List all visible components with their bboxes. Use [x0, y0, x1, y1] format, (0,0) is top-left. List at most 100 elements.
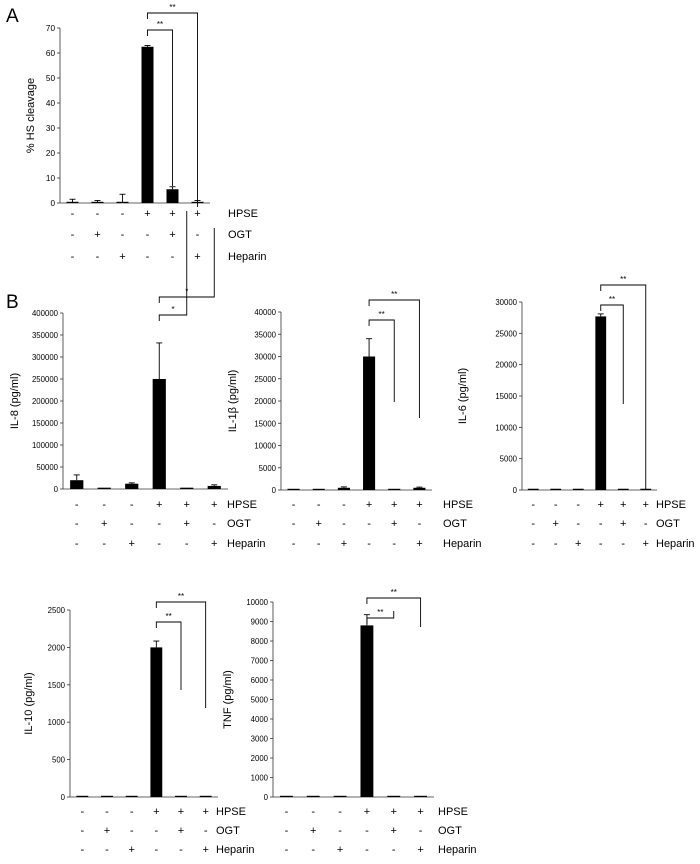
condition-sign: + — [202, 806, 208, 818]
y-tick-label: 30 — [46, 124, 56, 133]
significance-marker: ** — [166, 612, 172, 621]
condition-sign: + — [153, 806, 159, 818]
significance-bracket — [147, 29, 173, 186]
condition-sign: + — [94, 229, 100, 241]
y-tick-label: 20 — [46, 149, 56, 158]
condition-sign: + — [391, 806, 397, 818]
condition-sign: - — [157, 518, 161, 530]
condition-sign: + — [417, 844, 423, 856]
y-tick-label: 1000 — [251, 774, 269, 783]
condition-sign: - — [285, 844, 289, 856]
bar — [125, 795, 138, 797]
condition-sign: - — [621, 538, 625, 550]
significance-marker: ** — [620, 275, 626, 284]
y-axis-label: % HS cleavage — [25, 78, 37, 153]
condition-sign: + — [366, 499, 372, 511]
y-tick-label: 7000 — [251, 657, 269, 666]
bar — [595, 316, 607, 490]
condition-label-hpse: HPSE — [216, 806, 246, 818]
y-axis-label: IL-8 (pg/ml) — [9, 373, 21, 429]
bar — [125, 483, 139, 489]
bar — [333, 795, 347, 797]
significance-bracket — [158, 228, 215, 303]
bar — [97, 487, 111, 489]
condition-sign: - — [292, 538, 296, 550]
bar — [387, 795, 401, 797]
bar — [360, 625, 374, 797]
significance-marker: ** — [178, 592, 184, 601]
condition-sign: - — [367, 538, 371, 550]
bar — [101, 795, 113, 797]
y-tick-label: 5000 — [500, 455, 518, 464]
condition-sign: + — [104, 825, 110, 837]
condition-sign: - — [554, 499, 558, 511]
condition-sign: + — [553, 518, 559, 530]
y-tick-label: 10000 — [254, 442, 276, 451]
condition-sign: - — [196, 229, 200, 241]
significance-marker: ** — [379, 310, 385, 319]
condition-sign: + — [575, 538, 581, 550]
condition-label-hpse: HPSE — [228, 208, 258, 220]
condition-sign: - — [292, 499, 296, 511]
condition-sign: - — [367, 518, 371, 530]
bar — [70, 480, 84, 489]
condition-label-ogt: OGT — [227, 518, 251, 530]
condition-sign: - — [317, 538, 321, 550]
condition-sign: - — [418, 518, 422, 530]
condition-sign: + — [417, 806, 423, 818]
y-tick-label: 40 — [46, 99, 56, 108]
y-tick-label: 0 — [264, 793, 269, 802]
condition-sign: + — [194, 208, 200, 220]
condition-sign: + — [337, 844, 343, 856]
condition-sign: + — [169, 229, 175, 241]
y-tick-label: 30000 — [495, 298, 517, 307]
y-tick-label: 2500 — [48, 606, 66, 615]
condition-sign: - — [554, 538, 558, 550]
condition-label-heparin: Heparin — [228, 251, 267, 263]
condition-sign: + — [119, 251, 125, 263]
chart-2: 0 5000 10000 15000 20000 25000 30000 35000 40000… — [227, 290, 482, 550]
y-tick-label: 5000 — [251, 696, 269, 705]
condition-sign: - — [171, 251, 175, 263]
condition-label-ogt: OGT — [656, 518, 680, 530]
significance-marker: ** — [169, 3, 175, 12]
significance-bracket — [155, 621, 182, 690]
condition-sign: + — [129, 538, 135, 550]
condition-sign: + — [184, 518, 190, 530]
significance-marker: ** — [391, 588, 397, 597]
significance-bracket — [158, 211, 188, 321]
y-tick-label: 2000 — [251, 754, 269, 763]
condition-sign: - — [71, 251, 75, 263]
condition-sign: + — [364, 806, 370, 818]
condition-sign: + — [184, 499, 190, 511]
bar — [388, 488, 401, 490]
condition-sign: - — [146, 251, 150, 263]
condition-sign: + — [156, 499, 162, 511]
y-tick-label: 70 — [46, 24, 56, 33]
chart-0: 0 10 20 30 40 50 60 70 % HS cleavage ** ** - - - + + + HP… — [25, 3, 267, 263]
bar — [312, 488, 325, 490]
condition-label-heparin: Heparin — [443, 538, 482, 550]
y-tick-label: 15000 — [254, 419, 276, 428]
condition-sign: - — [576, 518, 580, 530]
condition-sign: - — [531, 499, 535, 511]
condition-sign: - — [644, 518, 648, 530]
condition-sign: - — [531, 518, 535, 530]
bar — [572, 488, 584, 490]
condition-sign: - — [419, 825, 423, 837]
condition-sign: + — [643, 538, 649, 550]
condition-sign: - — [75, 499, 79, 511]
bar — [152, 379, 166, 489]
chart-1: 0 50000 100000 150000 200000 250000 300000 3500… — [9, 211, 266, 550]
y-tick-label: 5000 — [259, 464, 277, 473]
condition-sign: - — [96, 251, 100, 263]
chart-4: 0 500 1000 1500 2000 2500 IL-10 (pg/ml) ** ** - - -… — [23, 592, 255, 856]
significance-bracket — [155, 601, 207, 708]
significance-bracket — [600, 284, 647, 490]
condition-sign: - — [292, 518, 296, 530]
condition-sign: - — [130, 518, 134, 530]
y-tick-label: 1000 — [48, 718, 66, 727]
condition-sign: + — [620, 518, 626, 530]
y-tick-label: 25000 — [495, 329, 517, 338]
